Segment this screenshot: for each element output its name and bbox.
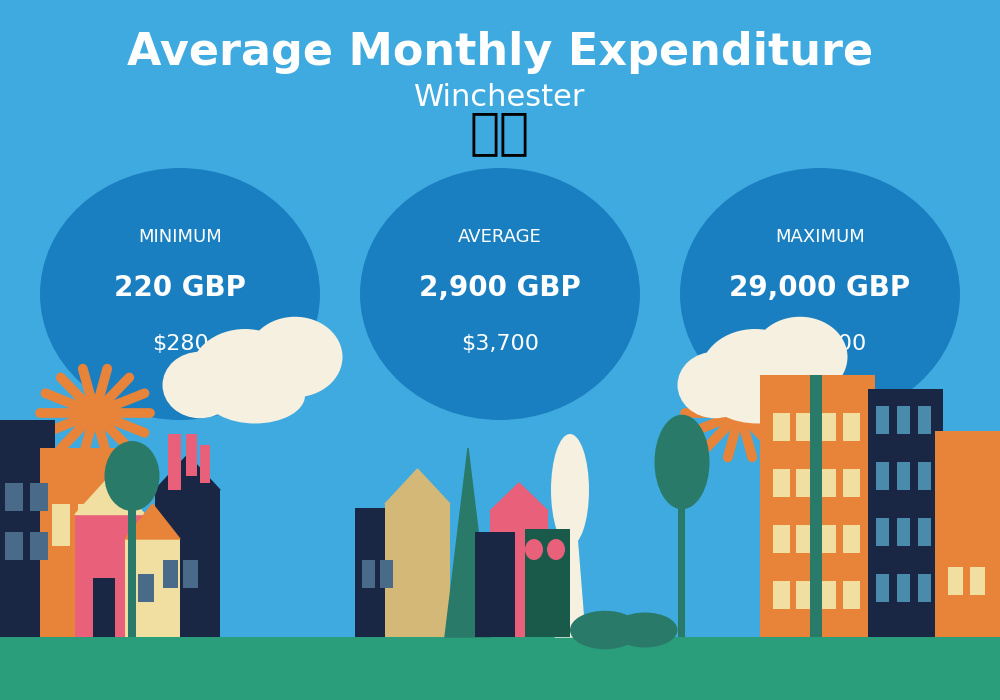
- Bar: [200, 444, 210, 483]
- Bar: [948, 567, 963, 595]
- Bar: [125, 539, 180, 637]
- Bar: [760, 374, 875, 637]
- Polygon shape: [490, 483, 548, 511]
- Ellipse shape: [248, 316, 342, 398]
- Bar: [918, 574, 931, 602]
- Ellipse shape: [700, 329, 810, 420]
- Bar: [128, 497, 136, 637]
- Bar: [868, 389, 943, 637]
- Text: AVERAGE: AVERAGE: [458, 228, 542, 246]
- Text: 220 GBP: 220 GBP: [114, 274, 246, 302]
- Bar: [819, 469, 836, 497]
- Bar: [40, 448, 125, 637]
- Bar: [186, 434, 197, 476]
- Bar: [525, 528, 570, 637]
- Bar: [168, 434, 181, 490]
- Bar: [843, 469, 860, 497]
- Bar: [876, 462, 889, 490]
- Bar: [796, 413, 813, 441]
- Bar: [0, 420, 55, 637]
- Bar: [163, 560, 178, 588]
- Ellipse shape: [104, 441, 160, 511]
- Text: $280: $280: [152, 335, 208, 354]
- Bar: [490, 511, 548, 637]
- Bar: [819, 413, 836, 441]
- Text: Winchester: Winchester: [414, 83, 586, 113]
- Bar: [935, 430, 1000, 637]
- Bar: [918, 406, 931, 434]
- Bar: [810, 374, 822, 637]
- Bar: [796, 525, 813, 553]
- Bar: [773, 525, 790, 553]
- Ellipse shape: [40, 168, 320, 420]
- Bar: [796, 469, 813, 497]
- Text: MAXIMUM: MAXIMUM: [775, 228, 865, 246]
- Bar: [773, 413, 790, 441]
- Bar: [773, 469, 790, 497]
- Ellipse shape: [205, 368, 305, 424]
- Bar: [897, 462, 910, 490]
- Bar: [843, 413, 860, 441]
- Ellipse shape: [162, 351, 238, 418]
- Bar: [475, 532, 515, 637]
- Bar: [970, 567, 985, 595]
- Polygon shape: [555, 448, 585, 637]
- Polygon shape: [445, 448, 491, 637]
- Bar: [876, 518, 889, 546]
- Ellipse shape: [525, 539, 543, 560]
- Bar: [897, 406, 910, 434]
- Ellipse shape: [753, 316, 848, 398]
- Bar: [918, 462, 931, 490]
- Text: Average Monthly Expenditure: Average Monthly Expenditure: [127, 31, 873, 74]
- Bar: [75, 514, 145, 637]
- Text: $37,000: $37,000: [774, 335, 866, 354]
- Bar: [183, 560, 198, 588]
- Bar: [678, 483, 685, 637]
- Bar: [5, 483, 23, 511]
- Ellipse shape: [570, 610, 640, 650]
- Bar: [380, 560, 393, 588]
- Ellipse shape: [360, 168, 640, 420]
- Ellipse shape: [612, 612, 678, 648]
- Text: 29,000 GBP: 29,000 GBP: [729, 274, 911, 302]
- Bar: [918, 518, 931, 546]
- Bar: [30, 532, 48, 560]
- Text: 2,900 GBP: 2,900 GBP: [419, 274, 581, 302]
- Bar: [897, 574, 910, 602]
- Ellipse shape: [678, 351, 753, 418]
- Polygon shape: [155, 455, 220, 490]
- Bar: [819, 525, 836, 553]
- Ellipse shape: [708, 368, 808, 424]
- Bar: [5, 532, 23, 560]
- Bar: [93, 578, 115, 637]
- Ellipse shape: [680, 168, 960, 420]
- Ellipse shape: [547, 539, 565, 560]
- Bar: [52, 504, 70, 546]
- Text: 🇬🇧: 🇬🇧: [470, 109, 530, 157]
- Bar: [819, 581, 836, 609]
- Polygon shape: [125, 504, 180, 539]
- Bar: [796, 581, 813, 609]
- Bar: [385, 504, 450, 637]
- Ellipse shape: [551, 434, 589, 546]
- Bar: [876, 574, 889, 602]
- Bar: [138, 574, 154, 602]
- Ellipse shape: [654, 414, 710, 510]
- Bar: [876, 406, 889, 434]
- Text: $3,700: $3,700: [461, 335, 539, 354]
- Bar: [897, 518, 910, 546]
- Bar: [0, 637, 1000, 700]
- Polygon shape: [75, 476, 145, 514]
- Ellipse shape: [190, 329, 300, 420]
- Bar: [773, 581, 790, 609]
- Polygon shape: [385, 469, 450, 504]
- Bar: [355, 508, 400, 637]
- Bar: [843, 581, 860, 609]
- Text: MINIMUM: MINIMUM: [138, 228, 222, 246]
- Bar: [78, 504, 96, 546]
- Bar: [30, 483, 48, 511]
- Bar: [155, 490, 220, 637]
- Bar: [843, 525, 860, 553]
- Bar: [362, 560, 375, 588]
